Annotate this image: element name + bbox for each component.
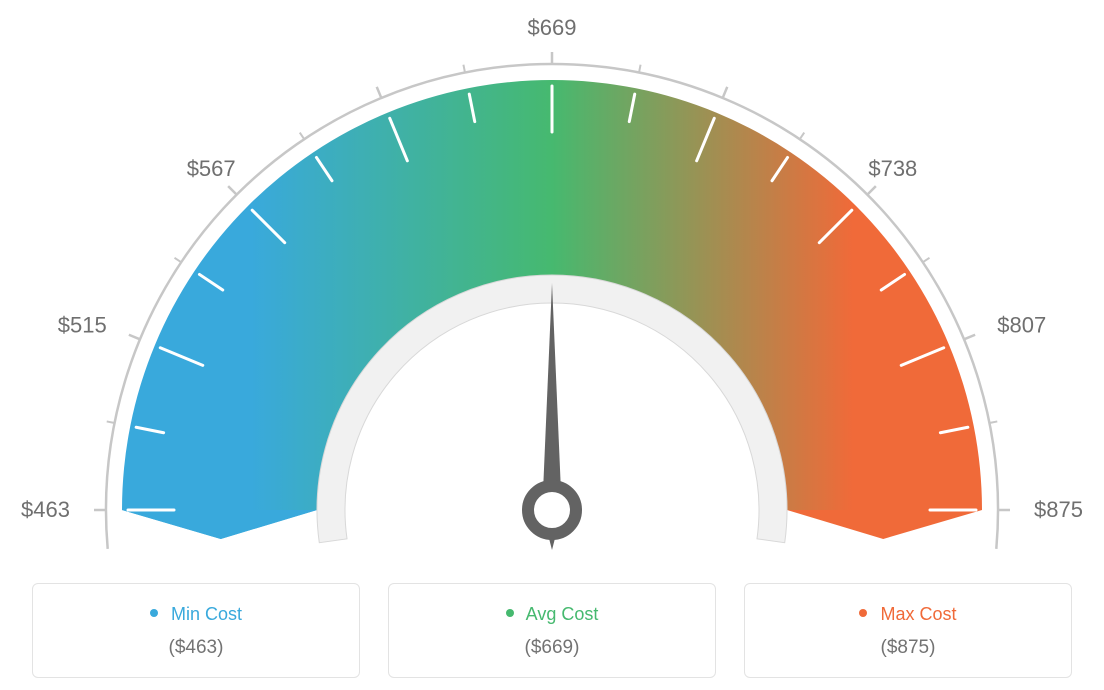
max-cost-card: Max Cost ($875) (744, 583, 1072, 678)
gauge-svg: $463 $515 $567 $669 $738 $807 $875 (0, 0, 1104, 560)
min-cost-value: ($463) (43, 637, 349, 659)
cost-gauge: $463 $515 $567 $669 $738 $807 $875 (0, 0, 1104, 560)
min-cost-title: Min Cost (43, 604, 349, 625)
avg-cost-card: Avg Cost ($669) (388, 583, 716, 678)
avg-cost-title: Avg Cost (399, 604, 705, 625)
svg-text:$807: $807 (997, 313, 1046, 338)
svg-text:$669: $669 (528, 15, 577, 40)
avg-cost-value: ($669) (399, 637, 705, 659)
svg-text:$463: $463 (21, 497, 70, 522)
legend-row: Min Cost ($463) Avg Cost ($669) Max Cost… (32, 583, 1072, 678)
max-cost-label: Max Cost (880, 604, 956, 624)
svg-text:$875: $875 (1034, 497, 1083, 522)
svg-text:$738: $738 (868, 156, 917, 181)
max-dot-icon (859, 609, 867, 617)
svg-text:$567: $567 (187, 156, 236, 181)
min-cost-label: Min Cost (171, 604, 242, 624)
avg-dot-icon (506, 609, 514, 617)
min-dot-icon (150, 609, 158, 617)
avg-cost-label: Avg Cost (526, 604, 599, 624)
min-cost-card: Min Cost ($463) (32, 583, 360, 678)
max-cost-value: ($875) (755, 637, 1061, 659)
svg-text:$515: $515 (58, 313, 107, 338)
max-cost-title: Max Cost (755, 604, 1061, 625)
